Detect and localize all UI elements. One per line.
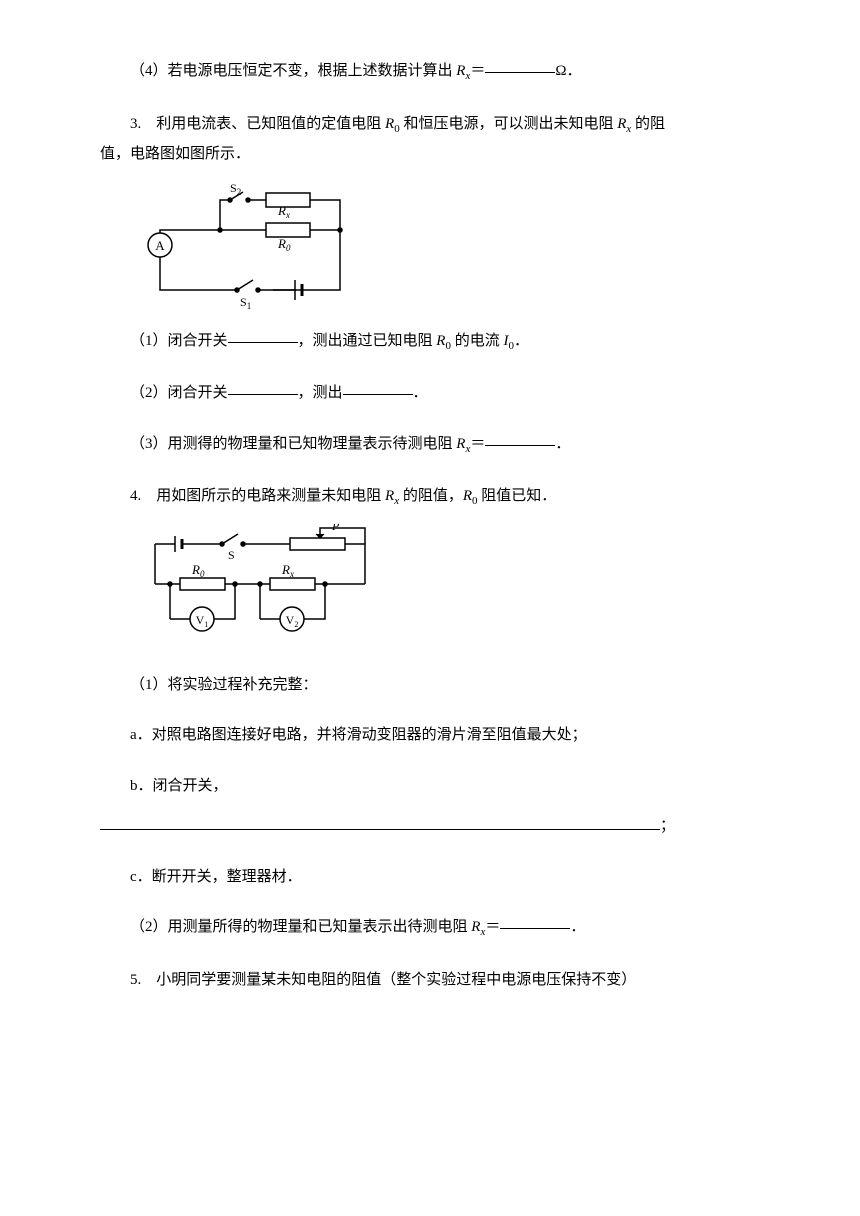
- q3-p3-a: （3）用测得的物理量和已知物理量表示待测电阻: [130, 436, 456, 452]
- q3-intro-line2: 值，电路图如图所示．: [100, 143, 760, 166]
- q3-p3-c: ．: [555, 436, 570, 452]
- q3-p2-a: （2）闭合开关: [130, 385, 228, 401]
- q5-intro: 5. 小明同学要测量某未知电阻的阻值（整个实验过程中电源电压保持不变）: [100, 969, 760, 992]
- q4-p2-c: ．: [570, 919, 585, 935]
- q3-intro-c: 的阻: [631, 116, 665, 132]
- q4-pb-end: ；: [660, 818, 675, 834]
- q4-r0-var: R: [463, 488, 472, 504]
- q3-part3: （3）用测得的物理量和已知物理量表示待测电阻 Rx＝．: [100, 433, 760, 458]
- q2-4-prefix: （4）若电源电压恒定不变，根据上述数据计算出: [130, 63, 456, 79]
- s2-label: S2: [230, 181, 241, 197]
- q4-pb-long-blank: [100, 815, 660, 830]
- q3-r0-var: R: [385, 116, 394, 132]
- s1-label: S1: [240, 295, 251, 310]
- q3-intro-line1: 3. 利用电流表、已知阻值的定值电阻 R0 和恒压电源，可以测出未知电阻 Rx …: [100, 113, 760, 138]
- q3-p1-c: 的电流: [451, 333, 504, 349]
- q2-4-unit: Ω．: [555, 63, 581, 79]
- q3-p3-blank: [485, 431, 555, 446]
- q4-p2-a: （2）用测量所得的物理量和已知量表示出待测电阻: [130, 919, 471, 935]
- q3-part1: （1）闭合开关，测出通过已知电阻 R0 的电流 I0．: [100, 330, 760, 355]
- q3-rx-var: R: [617, 116, 626, 132]
- p-label: P: [331, 524, 340, 533]
- q2-4-eq: ＝: [470, 63, 485, 79]
- q4-p2-b: ＝: [485, 919, 500, 935]
- q2-4-blank: [485, 58, 555, 73]
- ammeter-label: A: [155, 238, 165, 253]
- q3-p1-a: （1）闭合开关: [130, 333, 228, 349]
- q4-step-b-blank-row: ；: [100, 815, 760, 838]
- q4-intro: 4. 用如图所示的电路来测量未知电阻 Rx 的阻值，R0 阻值已知．: [100, 485, 760, 510]
- q4-step-b: b．闭合开关，: [100, 775, 760, 798]
- s-label: S: [228, 548, 235, 562]
- q3-intro-d: 值，电路图如图所示．: [100, 146, 250, 162]
- q3-p2-blank2: [343, 380, 413, 395]
- q4-part2: （2）用测量所得的物理量和已知量表示出待测电阻 Rx＝．: [100, 916, 760, 941]
- rx-label: Rx: [281, 562, 294, 579]
- q3-p1-blank: [228, 328, 298, 343]
- q4-intro-a: 4. 用如图所示的电路来测量未知电阻: [130, 488, 385, 504]
- q4-pc-text: c．断开开关，整理器材．: [130, 869, 302, 885]
- q4-pa-text: a．对照电路图连接好电路，并将滑动变阻器的滑片滑至阻值最大处；: [130, 727, 587, 743]
- q4-intro-b: 的阻值，: [399, 488, 463, 504]
- q3-p3-b: ＝: [470, 436, 485, 452]
- rx-label: Rx: [277, 203, 290, 220]
- q3-circuit-figure: A S2 Rx R0 S1: [140, 180, 760, 310]
- r0-label: R0: [191, 562, 205, 579]
- q3-p2-b: ，测出: [298, 385, 343, 401]
- q5-intro-text: 5. 小明同学要测量某未知电阻的阻值（整个实验过程中电源电压保持不变）: [130, 972, 636, 988]
- q3-part2: （2）闭合开关 ，测出 ．: [100, 382, 760, 405]
- q3-intro-b: 和恒压电源，可以测出未知电阻: [400, 116, 618, 132]
- q4-pb-text: b．闭合开关，: [130, 778, 228, 794]
- q2-part4: （4）若电源电压恒定不变，根据上述数据计算出 Rx＝Ω．: [100, 60, 760, 85]
- q3-p2-c: ．: [413, 385, 428, 401]
- q4-p1-text: （1）将实验过程补充完整：: [130, 677, 318, 693]
- q3-intro-a: 3. 利用电流表、已知阻值的定值电阻: [130, 116, 385, 132]
- q3-p1-b: ，测出通过已知电阻: [298, 333, 437, 349]
- q4-step-a: a．对照电路图连接好电路，并将滑动变阻器的滑片滑至阻值最大处；: [100, 724, 760, 747]
- q3-p2-blank1: [228, 380, 298, 395]
- q4-part1: （1）将实验过程补充完整：: [100, 674, 760, 697]
- q4-p2-blank: [500, 914, 570, 929]
- q3-p1-d: ．: [514, 333, 529, 349]
- q4-rx-var: R: [385, 488, 394, 504]
- q4-circuit-figure: S P R0 Rx V1 V2: [140, 524, 760, 654]
- r0-label: R0: [277, 236, 291, 253]
- q4-intro-c: 阻值已知．: [478, 488, 557, 504]
- q4-circuit-svg: S P R0 Rx V1 V2: [140, 524, 390, 654]
- q4-step-c: c．断开开关，整理器材．: [100, 866, 760, 889]
- q3-circuit-svg: A S2 Rx R0 S1: [140, 180, 360, 310]
